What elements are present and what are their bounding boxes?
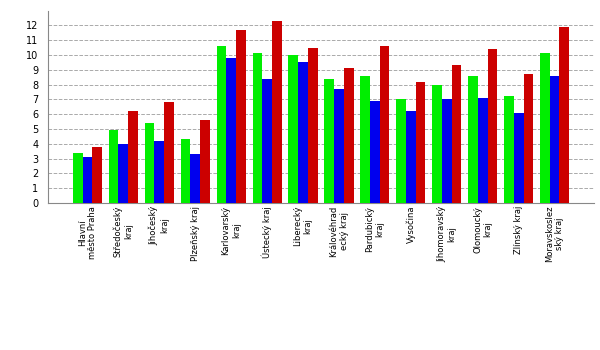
Bar (181, 139, 190, 203)
Bar (370, 101, 380, 203)
Bar (325, 79, 334, 203)
Bar (540, 54, 550, 203)
Bar (344, 68, 353, 203)
Bar (92, 147, 102, 203)
Bar (380, 46, 389, 203)
Bar (298, 62, 308, 203)
Bar (109, 131, 118, 203)
Bar (308, 48, 317, 203)
Bar (504, 96, 514, 203)
Bar (253, 54, 262, 203)
Bar (83, 157, 92, 203)
Bar (559, 27, 569, 203)
Bar (406, 111, 416, 203)
Bar (361, 76, 370, 203)
Bar (289, 55, 298, 203)
Bar (524, 74, 533, 203)
Bar (73, 153, 83, 203)
Bar (226, 58, 236, 203)
Bar (432, 85, 442, 203)
Bar (164, 102, 174, 203)
Bar (396, 99, 406, 203)
Bar (334, 89, 344, 203)
Bar (452, 65, 461, 203)
Bar (442, 99, 452, 203)
Bar (145, 123, 154, 203)
Bar (217, 46, 226, 203)
Bar (416, 82, 425, 203)
Bar (262, 79, 272, 203)
Bar (154, 141, 164, 203)
Bar (272, 21, 281, 203)
Bar (468, 76, 478, 203)
Bar (128, 111, 138, 203)
Bar (118, 144, 128, 203)
Bar (478, 98, 488, 203)
Bar (200, 120, 210, 203)
Bar (514, 113, 524, 203)
Bar (236, 30, 246, 203)
Bar (190, 154, 200, 203)
Bar (550, 76, 559, 203)
Bar (488, 49, 497, 203)
